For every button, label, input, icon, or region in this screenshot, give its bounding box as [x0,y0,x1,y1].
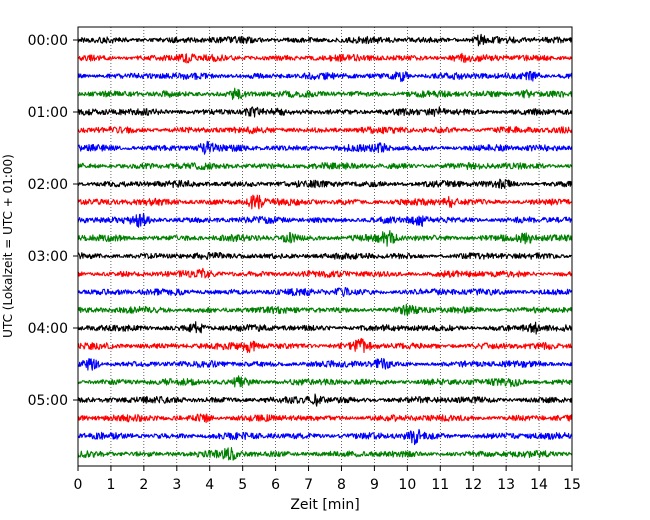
seismogram-trace [77,70,573,83]
x-axis-label: Zeit [min] [290,497,359,513]
y-tick-label: 00:00 [28,33,68,49]
x-tick-label: 7 [304,477,313,493]
seismogram-trace [77,252,573,261]
y-tick-label: 01:00 [28,105,68,121]
x-tick-label: 6 [271,477,280,493]
x-tick-label: 9 [370,477,379,493]
seismogram-trace [77,447,573,461]
seismogram-trace [77,178,573,190]
x-grid [110,27,540,466]
seismogram-trace [77,357,573,371]
seismogram-trace [77,161,573,171]
seismogram-trace [77,375,573,388]
x-tick-label: 0 [74,477,83,493]
x-tick-label: 12 [464,477,482,493]
plot-frame [77,26,573,467]
x-tick-label: 13 [497,477,515,493]
seismogram-trace [77,337,573,354]
seismogram-trace [77,428,573,446]
x-tick-label: 10 [398,477,416,493]
seismogram-trace [77,212,573,228]
trace-group [77,33,573,461]
seismogram-trace [77,140,573,155]
x-tick-label: 11 [431,477,449,493]
y-tick-label: 02:00 [28,177,68,193]
y-tick-label: 04:00 [28,321,68,337]
x-axis-ticks: 0 1 2 3 4 5 6 7 8 9 10 11 12 13 14 15 [74,466,581,493]
seismogram-trace [77,194,573,210]
seismogram-trace [77,106,573,118]
x-tick-label: 14 [530,477,548,493]
seismogram-trace [77,393,573,407]
x-tick-label: 1 [106,477,115,493]
seismogram-trace [77,267,573,279]
seismogram-trace [77,126,573,135]
y-tick-label: 05:00 [28,393,68,409]
seismogram-trace [77,33,573,47]
y-tick-label: 03:00 [28,249,68,265]
seismogram-trace [77,230,573,247]
x-tick-label: 5 [238,477,247,493]
y-axis-ticks: 00:00 01:00 02:00 03:00 04:00 05:00 [28,33,78,409]
x-tick-label: 8 [337,477,346,493]
seismogram-trace [77,321,573,335]
seismogram-trace [77,286,573,297]
x-tick-label: 3 [172,477,181,493]
seismogram-trace [77,52,573,64]
x-tick-label: 2 [139,477,148,493]
seismogram-trace [77,303,573,317]
x-tick-label: 15 [563,477,581,493]
seismogram-trace [77,413,573,424]
y-axis-label: UTC (Lokalzeit = UTC + 01:00) [1,154,15,338]
seismogram-trace [77,87,573,100]
x-tick-label: 4 [205,477,214,493]
